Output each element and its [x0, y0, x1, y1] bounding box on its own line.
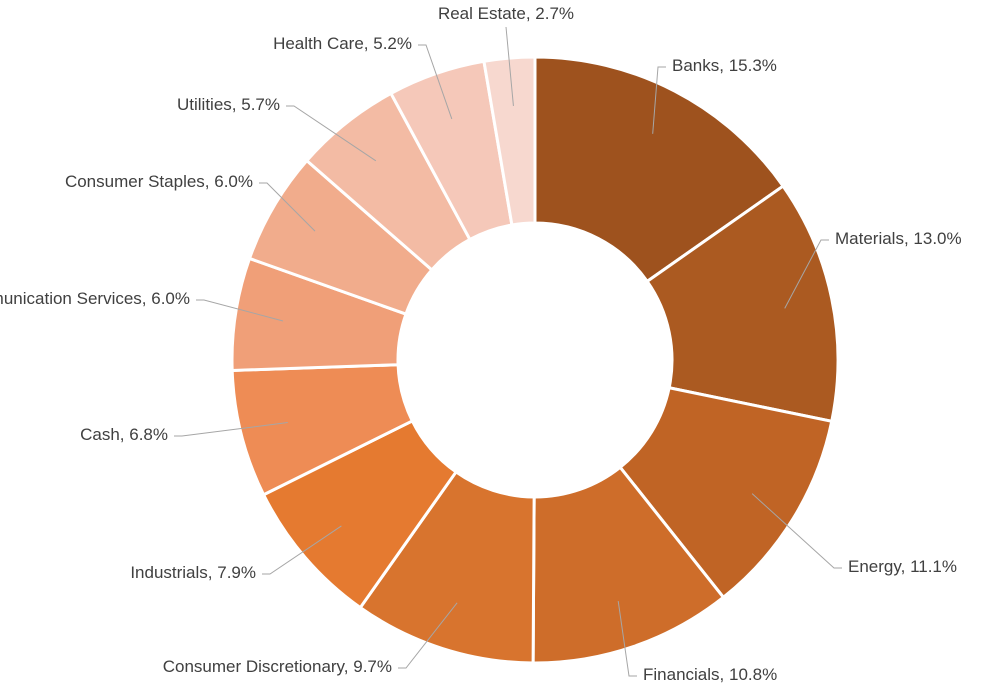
slice: [645, 183, 840, 424]
label-separator: ,: [720, 665, 729, 684]
category-name: Communication Services: [0, 289, 142, 308]
data-label: Communication Services, 6.0%: [0, 289, 190, 308]
slice: [482, 55, 537, 227]
category-name: Energy: [848, 557, 902, 576]
value-label: 15.3%: [729, 56, 777, 75]
category-name: Banks: [672, 56, 719, 75]
data-label: Health Care, 5.2%: [273, 34, 412, 53]
slice: [531, 465, 726, 665]
slice: [618, 385, 834, 600]
value-label: 6.0%: [151, 289, 190, 308]
leader-line: [262, 525, 342, 575]
data-label: Materials, 13.0%: [835, 229, 962, 248]
data-label: Industrials, 7.9%: [130, 563, 256, 582]
data-label: Financials, 10.8%: [643, 665, 777, 684]
category-name: Cash: [80, 425, 120, 444]
value-label: 7.9%: [217, 563, 256, 582]
data-label: Energy, 11.1%: [848, 557, 957, 576]
data-label: Consumer Discretionary, 9.7%: [163, 657, 392, 676]
label-separator: ,: [719, 56, 728, 75]
leader-line: [259, 182, 316, 232]
leader-line: [505, 26, 514, 106]
category-name: Financials: [643, 665, 720, 684]
leader-line: [196, 299, 284, 322]
label-separator: ,: [904, 229, 913, 248]
value-label: 10.8%: [729, 665, 777, 684]
data-label: Real Estate, 2.7%: [438, 4, 574, 23]
category-name: Consumer Staples: [65, 172, 205, 191]
leader-line: [652, 66, 666, 134]
label-separator: ,: [344, 657, 353, 676]
data-label: Banks, 15.3%: [672, 56, 777, 75]
value-label: 2.7%: [535, 4, 574, 23]
category-name: Utilities: [177, 95, 232, 114]
category-name: Real Estate: [438, 4, 526, 23]
leader-line: [398, 602, 458, 669]
value-label: 9.7%: [353, 657, 392, 676]
data-label: Consumer Staples, 6.0%: [65, 172, 253, 191]
category-name: Health Care: [273, 34, 364, 53]
value-label: 6.8%: [129, 425, 168, 444]
data-label: Utilities, 5.7%: [177, 95, 280, 114]
value-label: 5.2%: [373, 34, 412, 53]
label-separator: ,: [526, 4, 535, 23]
slice: [533, 55, 786, 284]
leader-line: [174, 422, 288, 437]
value-label: 11.1%: [910, 557, 957, 576]
leader-line: [286, 105, 377, 162]
label-separator: ,: [364, 34, 373, 53]
label-separator: ,: [120, 425, 129, 444]
category-name: Consumer Discretionary: [163, 657, 346, 676]
label-separator: ,: [901, 557, 910, 576]
value-label: 6.0%: [214, 172, 253, 191]
label-separator: ,: [205, 172, 214, 191]
value-label: 13.0%: [913, 229, 961, 248]
value-label: 5.7%: [241, 95, 280, 114]
leader-line: [617, 600, 637, 677]
category-name: Materials: [835, 229, 904, 248]
label-separator: ,: [232, 95, 241, 114]
leader-line: [784, 239, 829, 309]
leader-line: [751, 493, 842, 569]
data-label: Cash, 6.8%: [80, 425, 168, 444]
category-name: Industrials: [130, 563, 207, 582]
leader-line: [418, 44, 453, 120]
label-separator: ,: [142, 289, 151, 308]
label-separator: ,: [208, 563, 217, 582]
